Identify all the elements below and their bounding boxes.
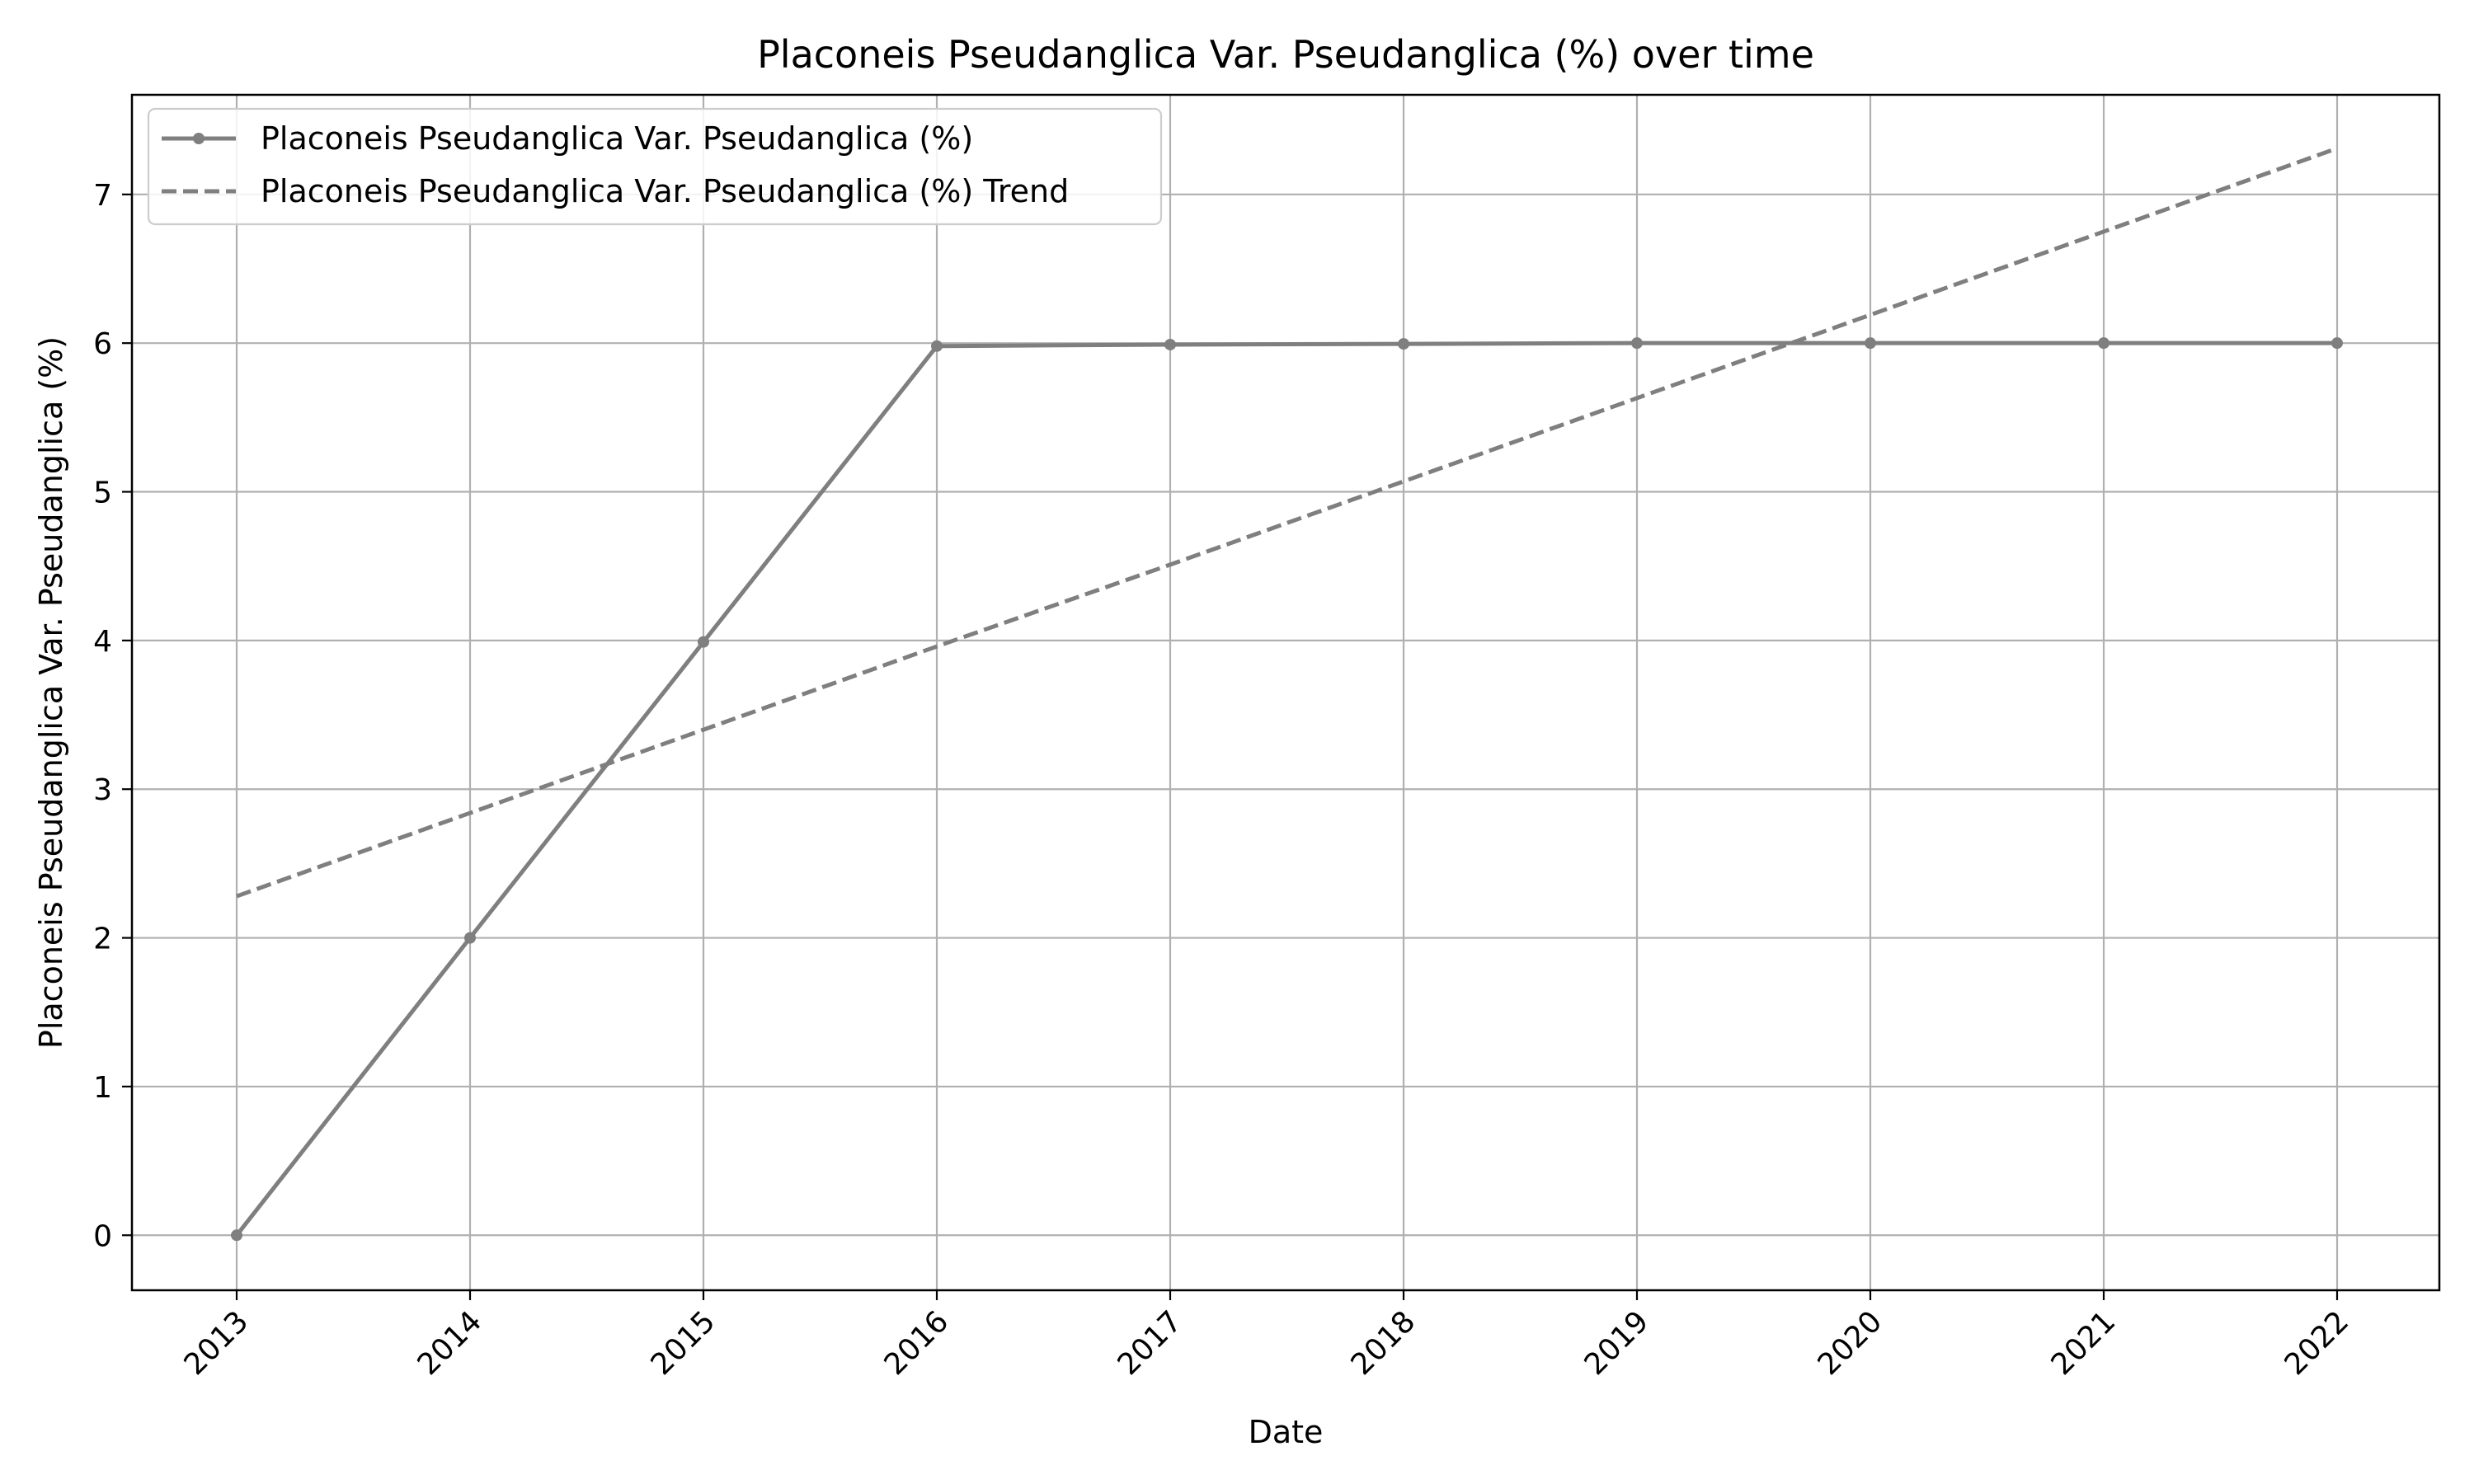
x-axis-label: Date xyxy=(1249,1414,1324,1450)
plot-frame xyxy=(130,93,2441,1292)
data-point xyxy=(2098,337,2109,350)
y-tick-label: 6 xyxy=(93,327,112,361)
data-point xyxy=(1631,337,1643,350)
legend-label: Placoneis Pseudanglica Var. Pseudanglica… xyxy=(261,173,1069,209)
legend-marker xyxy=(193,133,205,144)
legend-label: Placoneis Pseudanglica Var. Pseudanglica… xyxy=(261,120,973,157)
data-point xyxy=(2331,337,2343,350)
y-tick-label: 1 xyxy=(93,1071,112,1105)
y-tick-label: 2 xyxy=(93,923,112,956)
series-line xyxy=(235,340,2337,1237)
data-point xyxy=(231,1229,242,1242)
data-point xyxy=(931,340,943,352)
y-tick-label: 7 xyxy=(93,179,112,213)
y-axis-label: Placoneis Pseudanglica Var. Pseudanglica… xyxy=(33,336,69,1049)
data-point xyxy=(464,932,476,944)
y-tick-label: 0 xyxy=(93,1219,112,1253)
y-tick-label: 4 xyxy=(93,625,112,659)
y-tick-label: 5 xyxy=(93,477,112,510)
grid xyxy=(132,95,2439,1290)
legend: Placoneis Pseudanglica Var. Pseudanglica… xyxy=(147,107,1163,226)
data-point xyxy=(1398,338,1409,350)
data-point xyxy=(1164,338,1176,350)
data-point xyxy=(1865,337,1876,350)
legend-box xyxy=(147,107,1163,226)
y-tick-label: 3 xyxy=(93,773,112,807)
data-point xyxy=(698,636,709,648)
trend-line xyxy=(236,146,2338,899)
series-layer xyxy=(231,146,2343,1242)
chart-title: Placoneis Pseudanglica Var. Pseudanglica… xyxy=(757,32,1814,77)
